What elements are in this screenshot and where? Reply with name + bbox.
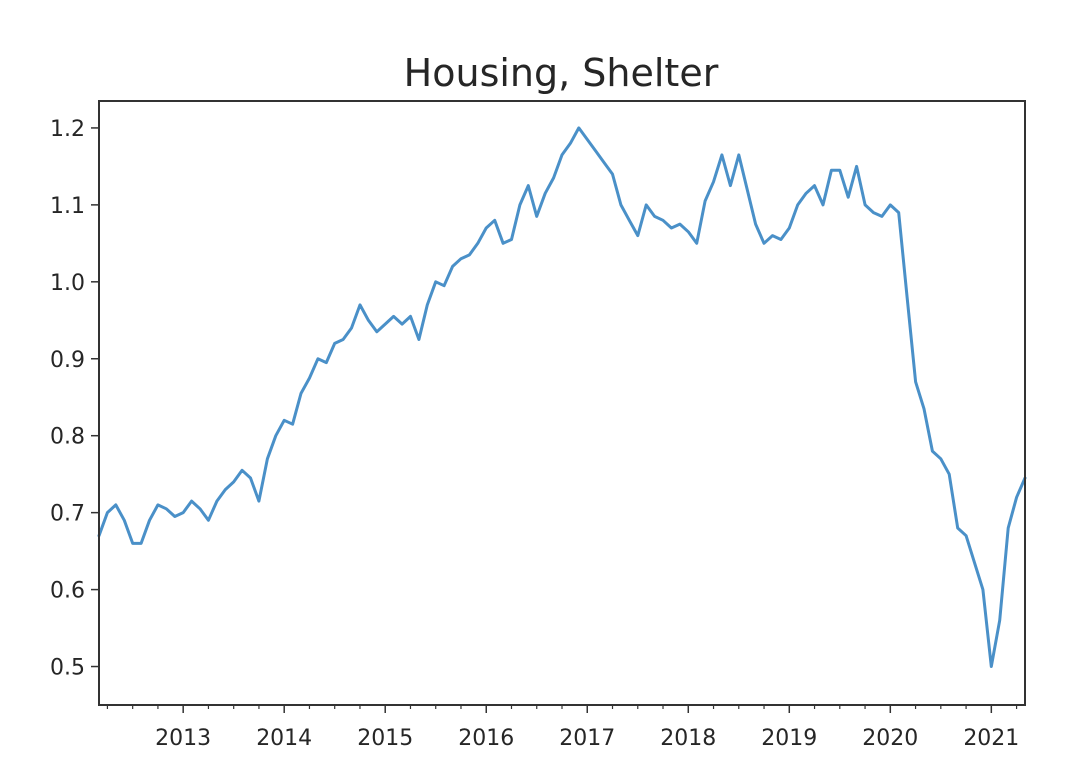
x-tick-label: 2020 — [862, 726, 918, 751]
y-tick-label: 1.2 — [50, 117, 85, 142]
x-tick-label: 2016 — [458, 726, 514, 751]
series-layer — [97, 126, 1027, 668]
series-line-0 — [97, 126, 1027, 668]
x-tick-label: 2021 — [963, 726, 1019, 751]
y-tick-label: 1.1 — [50, 194, 85, 219]
x-tick-label: 2018 — [660, 726, 716, 751]
chart-title: Housing, Shelter — [404, 51, 719, 95]
x-tick-label: 2015 — [357, 726, 413, 751]
y-tick-label: 0.5 — [50, 656, 85, 681]
y-tick-label: 0.8 — [50, 425, 85, 450]
y-axis: 0.5 0.6 0.7 0.8 0.9 1.0 1.1 1.2 — [50, 117, 99, 681]
x-tick-label: 2013 — [155, 726, 211, 751]
y-tick-label: 0.7 — [50, 502, 85, 527]
x-tick-label: 2019 — [761, 726, 817, 751]
x-tick-label: 2017 — [559, 726, 615, 751]
y-tick-label: 0.9 — [50, 348, 85, 373]
x-axis: 2013 2014 2015 2016 2017 2018 2019 2020 2021 — [106, 705, 1019, 751]
plot-frame — [98, 100, 1026, 706]
y-tick-label: 1.0 — [50, 271, 85, 296]
x-tick-label: 2014 — [256, 726, 312, 751]
y-tick-label: 0.6 — [50, 579, 85, 604]
